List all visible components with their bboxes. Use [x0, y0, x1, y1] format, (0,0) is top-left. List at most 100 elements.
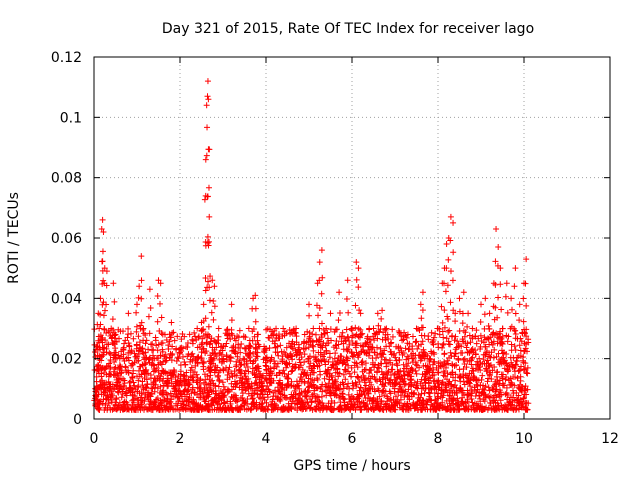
data-point [150, 352, 157, 359]
data-point [263, 386, 270, 393]
data-point [258, 379, 265, 386]
data-point [146, 330, 153, 337]
data-point [164, 377, 171, 384]
data-point [120, 328, 127, 335]
data-point [232, 337, 239, 344]
data-point [106, 371, 113, 378]
data-point [257, 395, 264, 402]
data-point [397, 396, 404, 403]
data-point [124, 334, 131, 341]
data-point [323, 347, 330, 354]
data-point [197, 355, 204, 362]
data-point [401, 381, 408, 388]
data-point [310, 354, 317, 361]
data-point [409, 333, 416, 340]
data-point [408, 365, 415, 372]
data-point [181, 372, 188, 379]
data-point [145, 313, 152, 320]
data-point [204, 233, 211, 240]
data-point [174, 333, 181, 340]
data-point [330, 406, 337, 413]
data-point [342, 405, 349, 412]
data-point [309, 365, 316, 372]
x-tick-label: 10 [515, 431, 533, 447]
data-point [228, 317, 235, 324]
data-point [245, 380, 252, 387]
data-point [203, 102, 210, 109]
data-point [520, 395, 527, 402]
data-point [404, 370, 411, 377]
data-point [445, 235, 452, 241]
data-point [365, 390, 372, 397]
data-point [206, 297, 213, 304]
data-point [447, 299, 454, 306]
data-point [333, 337, 340, 344]
data-point [106, 360, 113, 367]
data-point [279, 370, 286, 377]
data-point [298, 389, 305, 396]
data-point [523, 369, 530, 376]
data-point [345, 380, 352, 387]
data-point [303, 399, 310, 406]
data-point [396, 381, 403, 388]
data-point [174, 402, 181, 409]
data-point [408, 382, 415, 389]
data-point [469, 325, 476, 332]
data-point [135, 383, 142, 390]
data-point [323, 388, 330, 395]
data-point [352, 332, 359, 339]
data-point [499, 375, 506, 382]
data-point [283, 364, 290, 371]
data-point [448, 352, 455, 359]
data-point [95, 367, 102, 374]
data-point [356, 378, 363, 385]
data-point [518, 363, 525, 370]
data-point [521, 280, 527, 287]
data-point [346, 370, 353, 377]
data-point [520, 394, 527, 401]
data-point [336, 333, 343, 340]
data-point [508, 295, 515, 302]
data-point [272, 344, 279, 351]
data-point [377, 345, 384, 352]
data-point [205, 323, 212, 330]
data-point [194, 374, 201, 381]
data-point [474, 358, 481, 365]
data-point [492, 304, 499, 311]
data-point [135, 333, 142, 340]
data-point [455, 356, 462, 363]
data-point [245, 352, 252, 359]
data-point [311, 369, 318, 376]
data-point [516, 399, 523, 406]
data-point [500, 354, 507, 361]
data-point [425, 375, 432, 382]
data-point [180, 377, 187, 384]
data-point [267, 379, 274, 386]
data-point [200, 345, 207, 352]
data-point [198, 349, 205, 356]
data-point [180, 388, 187, 395]
data-point [147, 371, 154, 378]
data-point [205, 184, 212, 191]
data-point [242, 334, 249, 341]
data-point [249, 395, 256, 402]
data-point [237, 403, 244, 410]
data-point [472, 376, 479, 383]
data-point [293, 325, 300, 332]
data-point [427, 365, 434, 372]
data-point [298, 362, 304, 369]
data-point [459, 350, 466, 357]
data-point [180, 401, 187, 408]
data-point [340, 371, 347, 378]
data-point [524, 406, 531, 413]
data-point [516, 342, 523, 349]
data-point [396, 373, 403, 380]
data-point [365, 343, 372, 350]
data-point [387, 348, 394, 355]
data-point [507, 381, 514, 388]
data-point [126, 343, 133, 350]
data-point [408, 373, 415, 380]
data-point [382, 356, 389, 363]
data-point [111, 365, 118, 372]
x-tick-label: 2 [176, 431, 185, 447]
